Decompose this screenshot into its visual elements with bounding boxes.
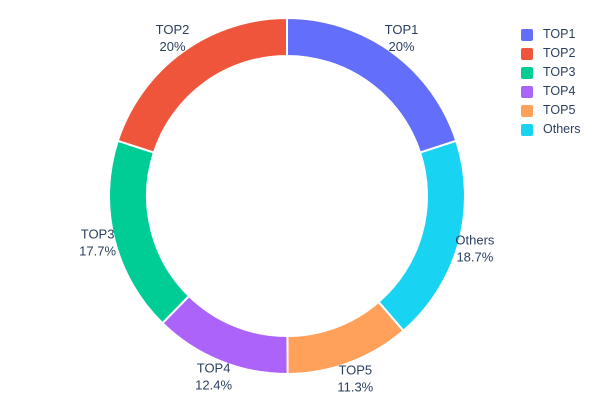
legend-swatch-top1 <box>521 28 533 41</box>
legend-item-top2[interactable]: TOP2 <box>521 44 581 63</box>
slice-label-top5: TOP5 11.3% <box>337 363 373 395</box>
slice-label-name: TOP1 <box>385 22 419 37</box>
pie-slice-others[interactable] <box>377 139 466 332</box>
legend-item-others[interactable]: Others <box>521 120 581 139</box>
legend-swatch-top4 <box>521 85 533 98</box>
slice-label-top2: TOP2 20% <box>156 22 190 54</box>
legend: TOP1 TOP2 TOP3 TOP4 TOP5 Others <box>521 25 581 139</box>
pie-slice-top1[interactable] <box>286 17 458 154</box>
pie-slice-top3[interactable] <box>108 139 191 325</box>
legend-swatch-top3 <box>521 66 533 79</box>
slice-label-top3: TOP3 17.7% <box>79 226 116 258</box>
legend-label: TOP4 <box>543 84 576 98</box>
slice-label-percent: 20% <box>388 39 414 54</box>
legend-swatch-top2 <box>521 47 533 60</box>
legend-label: TOP1 <box>543 27 576 41</box>
slice-label-percent: 12.4% <box>195 378 232 393</box>
slice-label-percent: 20% <box>159 39 185 54</box>
legend-label: TOP5 <box>543 103 576 117</box>
slice-label-name: TOP4 <box>197 361 231 376</box>
slice-label-top4: TOP4 12.4% <box>195 361 232 393</box>
slice-label-name: TOP3 <box>81 226 115 241</box>
legend-item-top4[interactable]: TOP4 <box>521 82 581 101</box>
legend-label: Others <box>543 122 581 136</box>
legend-label: TOP3 <box>543 65 576 79</box>
slice-label-name: Others <box>455 232 495 247</box>
slice-label-name: TOP2 <box>156 22 190 37</box>
slice-label-percent: 17.7% <box>79 243 116 258</box>
legend-swatch-top5 <box>521 104 533 117</box>
slice-label-top1: TOP1 20% <box>385 22 419 54</box>
legend-label: TOP2 <box>543 46 576 60</box>
slice-label-percent: 11.3% <box>337 380 373 395</box>
pie-slice-top2[interactable] <box>116 17 288 154</box>
slice-label-percent: 18.7% <box>456 249 493 264</box>
legend-item-top1[interactable]: TOP1 <box>521 25 581 44</box>
legend-item-top3[interactable]: TOP3 <box>521 63 581 82</box>
slice-label-others: Others 18.7% <box>455 232 495 264</box>
legend-item-top5[interactable]: TOP5 <box>521 101 581 120</box>
slice-label-name: TOP5 <box>338 363 372 378</box>
legend-swatch-others <box>521 123 533 136</box>
